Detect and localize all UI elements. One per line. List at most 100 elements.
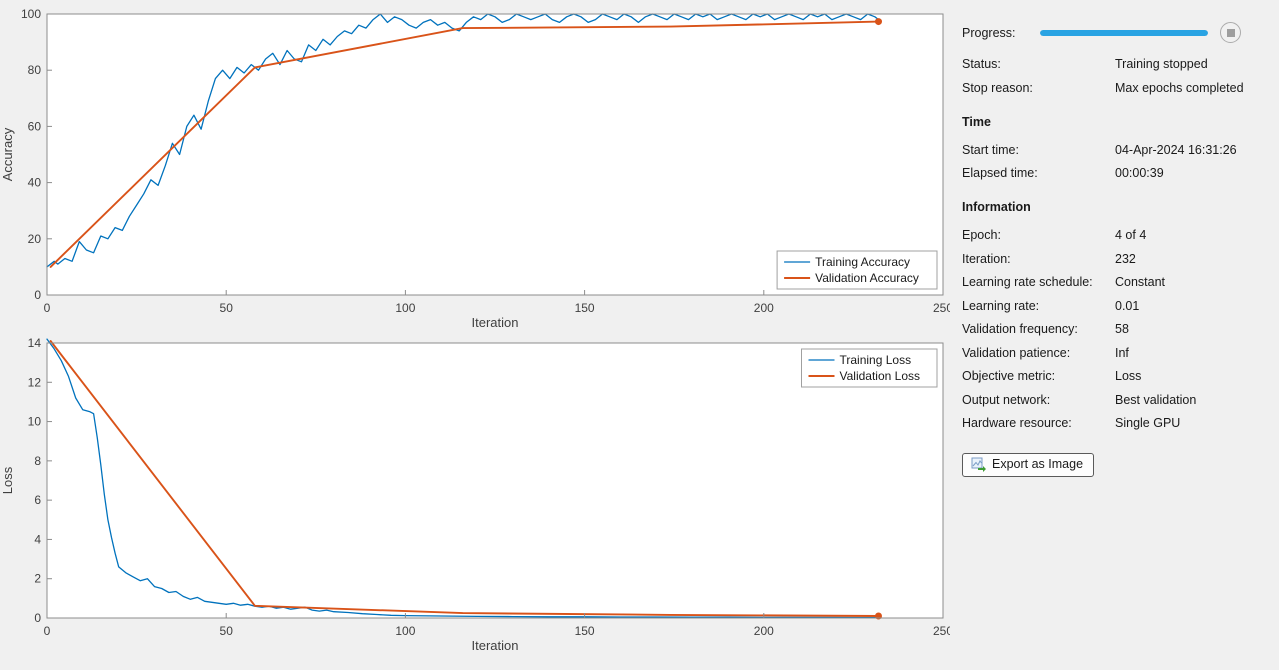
y-tick-label: 2 [34,572,41,586]
info-label: Hardware resource: [962,416,1072,430]
loss-chart: 0 50 100 150 200 250 0 2 4 6 8 10 12 14 Iteration Loss T… [0,336,950,653]
axes-box [46,342,944,619]
x-tick-label: 150 [575,301,595,315]
info-row: Learning rate: 0.01 [962,299,1269,314]
y-tick-label: 0 [34,611,41,625]
x-tick-label: 0 [44,301,51,315]
y-tick-label: 60 [28,119,42,133]
legend-box [801,348,938,388]
status-value: Training stopped [1115,57,1208,71]
y-tick-label: 4 [34,532,41,546]
status-label: Status: [962,57,1001,71]
info-label: Learning rate: [962,298,1040,313]
plot-area [47,343,943,618]
info-value: 232 [1115,251,1136,266]
progress-row: Progress: [962,22,1269,43]
progress-bar [1040,29,1208,36]
info-value: 0.01 [1115,298,1140,313]
info-value: Inf [1115,345,1129,360]
legend: Training Loss Validation Loss [801,348,938,388]
x-tick-label: 200 [754,301,774,315]
y-tick-label: 100 [21,7,41,21]
info-label: Learning rate schedule: [962,275,1093,289]
info-row: Validation patience: Inf [962,346,1269,361]
validation-loss-line [49,340,880,617]
progress-bar-fill [1040,29,1208,36]
y-tick-label: 6 [34,493,41,507]
info-label: Objective metric: [962,369,1056,383]
time-row: Elapsed time: 00:00:39 [962,166,1269,181]
charts-column: 0 50 100 150 200 250 0 20 40 60 80 100 Iteration Accu… [0,7,950,653]
y-tick-label: 40 [28,176,42,190]
x-tick-label: 250 [933,301,950,315]
y-tick-label: 80 [28,63,42,77]
time-rows: Start time: 04-Apr-2024 16:31:26 Elapsed t… [962,143,1269,182]
time-value: 04-Apr-2024 16:31:26 [1115,142,1237,157]
progress-label: Progress: [962,25,1016,40]
stop-reason-value: Max epochs completed [1115,80,1244,95]
x-axis-label: Iteration [472,315,519,330]
export-image-icon [971,457,986,472]
export-as-image-button[interactable]: Export as Image [962,452,1095,477]
y-tick-label: 20 [28,232,42,246]
stop-reason-label: Stop reason: [962,80,1033,95]
information-rows: Epoch: 4 of 4 Iteration: 232 Learning rate s… [962,228,1269,431]
info-row: Epoch: 4 of 4 [962,228,1269,243]
time-row: Start time: 04-Apr-2024 16:31:26 [962,143,1269,158]
accuracy-chart: 0 50 100 150 200 250 0 20 40 60 80 100 Iteration Accu… [0,7,950,330]
info-value: Best validation [1115,392,1197,407]
stop-icon [1226,28,1235,37]
info-row: Objective metric: Loss [962,369,1269,384]
time-value: 00:00:39 [1115,166,1164,180]
info-value: Single GPU [1115,416,1181,430]
info-row: Hardware resource: Single GPU [962,416,1269,431]
info-label: Output network: [962,392,1051,407]
info-label: Validation frequency: [962,322,1078,336]
x-axis-label: Iteration [472,638,519,653]
x-tick-label: 250 [933,624,950,638]
x-tick-label: 50 [220,301,234,315]
info-row: Learning rate schedule: Constant [962,275,1269,290]
legend-entry-label: Validation Accuracy [815,271,919,285]
info-value: 4 of 4 [1115,228,1147,242]
legend: Training Accuracy Validation Accuracy [776,250,938,290]
x-tick-label: 0 [44,624,51,638]
training-loss-line [46,338,880,619]
x-tick-label: 150 [575,624,595,638]
y-axis-label: Accuracy [0,127,15,181]
training-info-panel: Progress: Status: Training stopped Stop … [950,0,1279,670]
export-button-label: Export as Image [992,457,1084,471]
x-tick-label: 50 [220,624,234,638]
time-label: Start time: [962,142,1019,157]
stop-reason-row: Stop reason: Max epochs completed [962,81,1269,96]
time-section-header: Time [962,114,991,129]
info-row: Iteration: 232 [962,252,1269,267]
training-accuracy-line [46,13,880,268]
x-tick-label: 100 [395,301,415,315]
status-row: Status: Training stopped [962,57,1269,72]
y-tick-label: 12 [28,375,42,389]
y-axis-label: Loss [0,466,15,494]
info-label: Iteration: [962,251,1011,266]
legend-entry-label: Training Accuracy [815,255,910,269]
legend-box [776,250,938,290]
y-tick-label: 10 [28,415,42,429]
info-value: 58 [1115,322,1129,336]
information-section-header: Information [962,200,1031,214]
stop-button[interactable] [1220,22,1241,43]
info-row: Output network: Best validation [962,393,1269,408]
time-label: Elapsed time: [962,166,1038,180]
validation-accuracy-line [49,20,880,268]
info-row: Validation frequency: 58 [962,322,1269,337]
info-label: Epoch: [962,228,1001,242]
x-tick-label: 200 [754,624,774,638]
info-label: Validation patience: [962,345,1071,360]
legend-entry-label: Training Loss [840,353,912,367]
final-validation-marker [874,18,882,26]
plot-area [47,14,943,295]
x-tick-label: 100 [395,624,415,638]
axes-box [46,13,944,296]
y-tick-label: 8 [34,454,41,468]
info-value: Loss [1115,369,1142,383]
